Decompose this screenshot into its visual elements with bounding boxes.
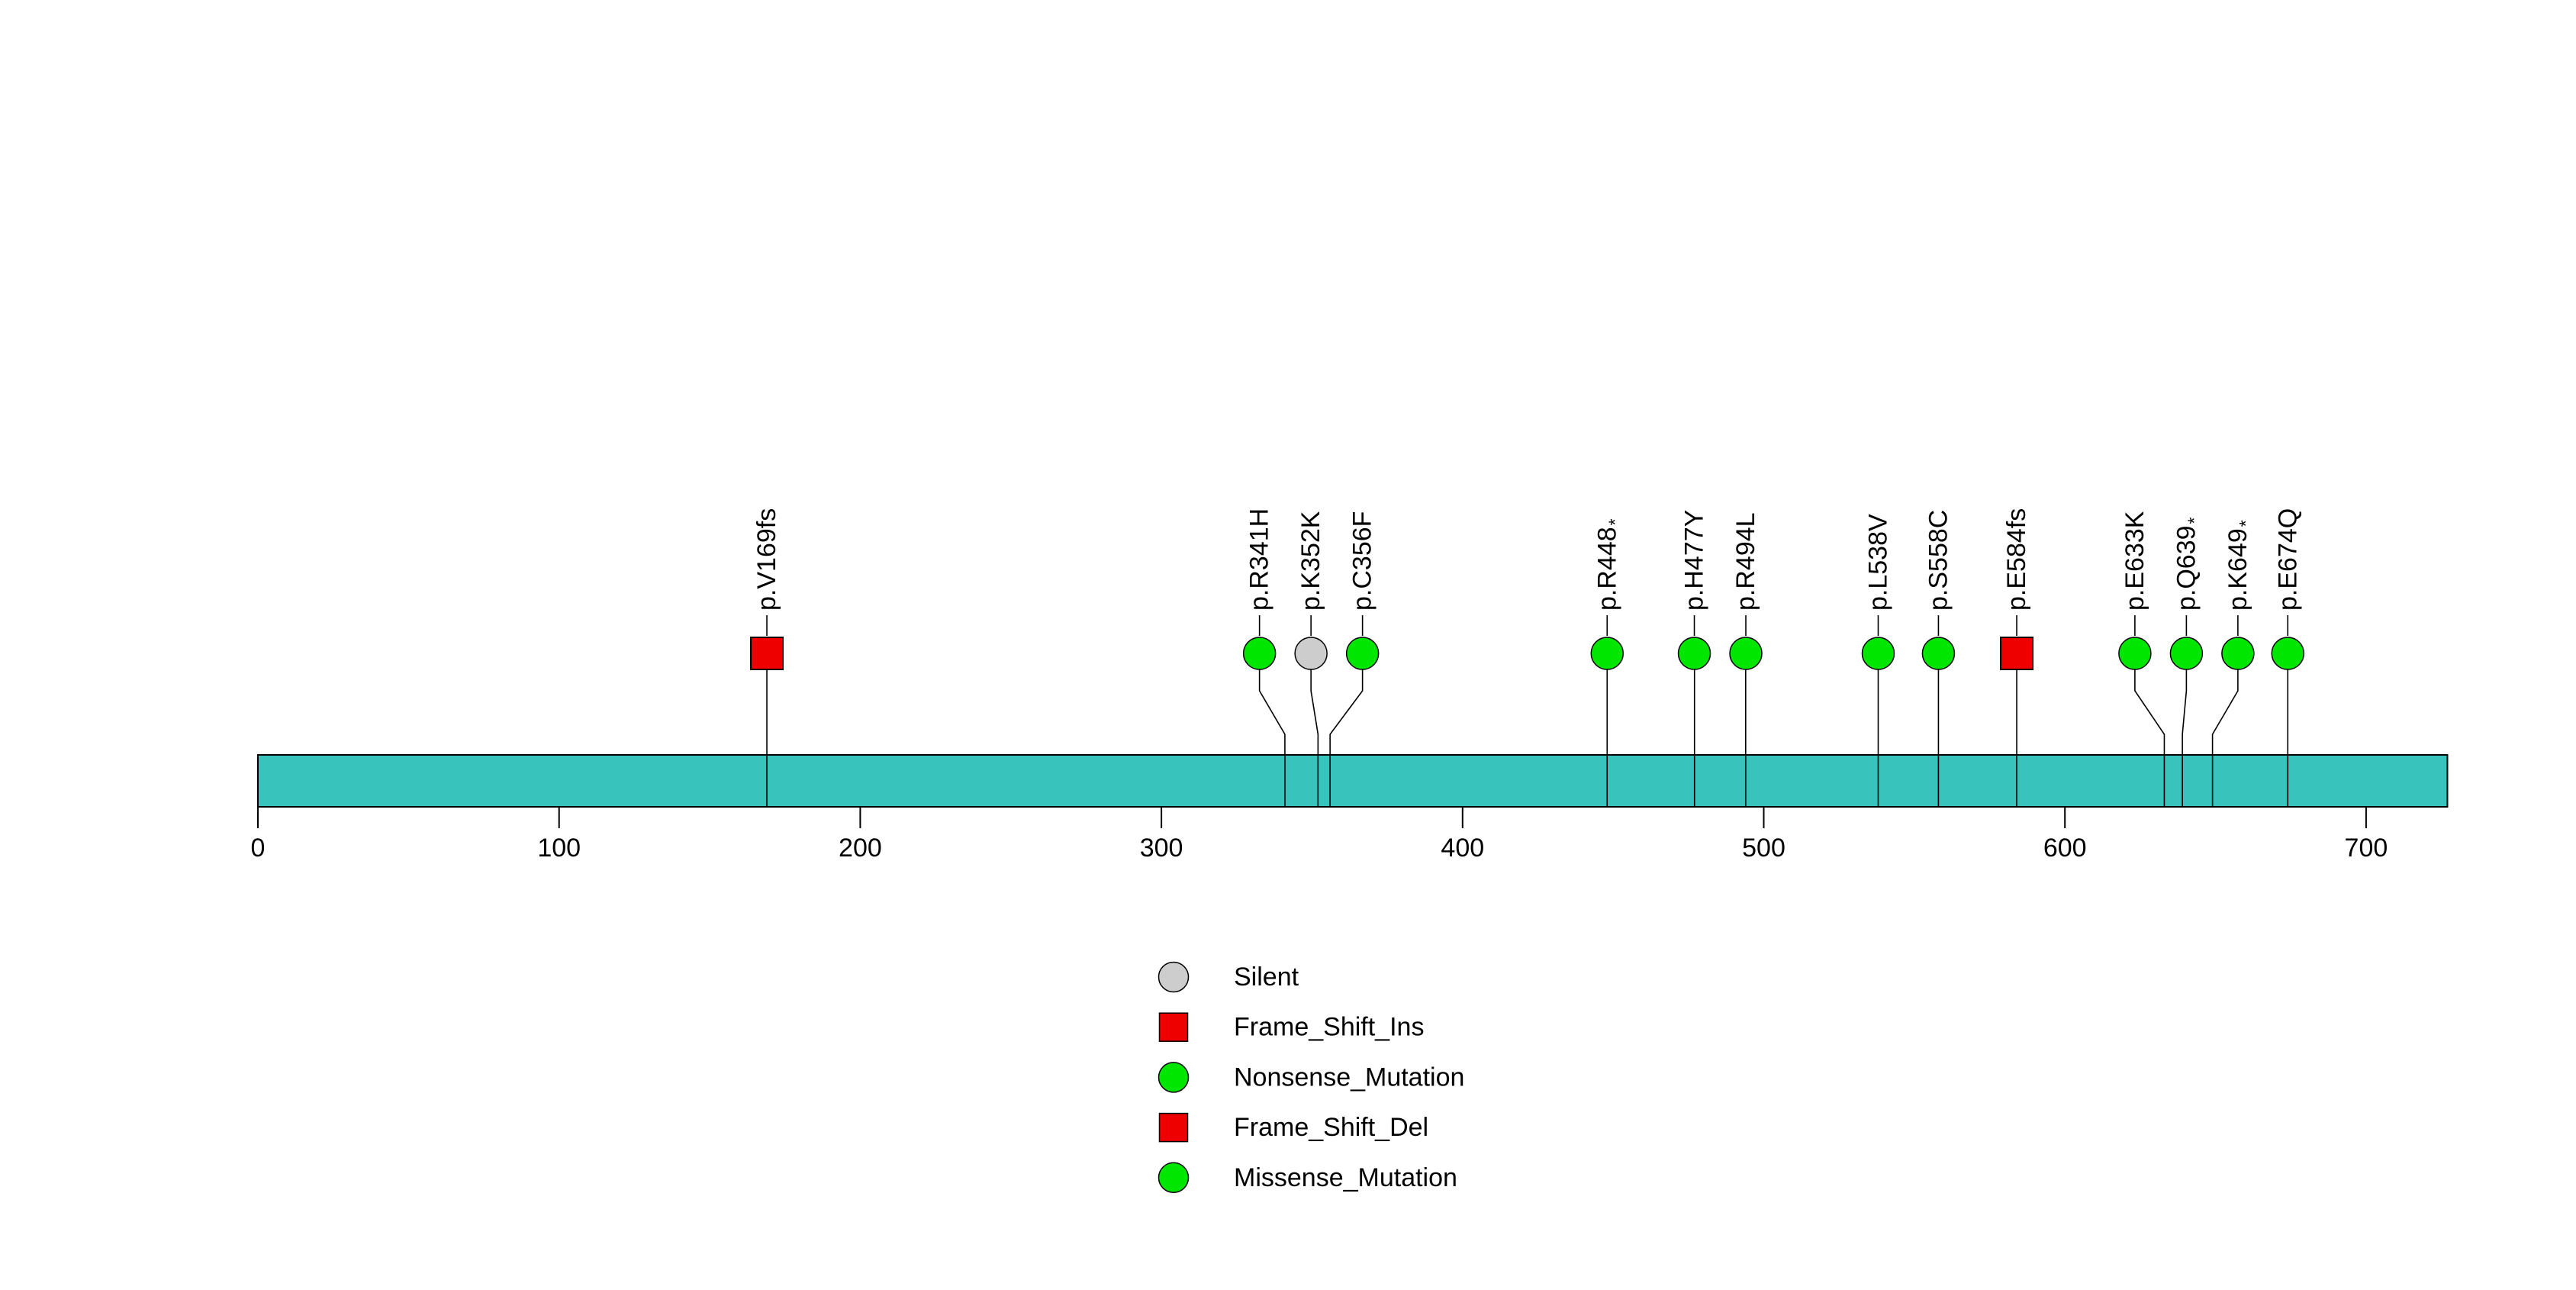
mutation-label: p.E584fs — [2002, 508, 2031, 611]
legend-item: Nonsense_Mutation — [1158, 1062, 1464, 1093]
lollipop-stem — [2134, 669, 2165, 806]
mutation-label-group: p.E674Q — [2273, 508, 2302, 611]
mutation-marker-circle — [2221, 637, 2255, 670]
mutation-label-group: p.Q639* — [2172, 517, 2204, 611]
mutation-label: p.S558C — [1924, 510, 1953, 611]
mutation-label-group: p.R448* — [1592, 518, 1624, 611]
legend-label: Missense_Mutation — [1234, 1163, 1457, 1192]
mutation-label: p.H477Y — [1680, 510, 1709, 611]
mutation-label: p.K352K — [1296, 511, 1325, 611]
mutation-marker-circle — [1590, 637, 1624, 670]
legend-swatch-circle — [1158, 1062, 1190, 1093]
mutation-label-group: p.H477Y — [1680, 510, 1709, 611]
mutation-marker-circle — [1729, 637, 1763, 670]
mutation-label: p.Q639* — [2172, 517, 2204, 611]
mutation-label-group: p.R341H — [1245, 508, 1274, 611]
x-axis-group: 0 100 200 300 400 500 600 700 — [251, 807, 2388, 863]
mutation-marker-circle — [1294, 637, 1328, 670]
axis-tick-label: 500 — [1742, 834, 1785, 863]
mutation-marker-circle — [1861, 637, 1895, 670]
lollipop-stem — [1258, 669, 1286, 806]
axis-tick-label: 700 — [2345, 834, 2388, 863]
legend-item: Missense_Mutation — [1158, 1162, 1457, 1194]
mutation-marker-circle — [2118, 637, 2152, 670]
legend-group: Silent Frame_Shift_Ins Nonsense_Mutation Fr… — [1158, 961, 1464, 1194]
mutation-marker-square — [2000, 637, 2034, 670]
mutation-label-group: p.K649* — [2223, 520, 2256, 611]
axis-tick-label: 0 — [251, 834, 266, 863]
mutation-label: p.L538V — [1863, 514, 1892, 611]
mutation-label: p.R494L — [1731, 512, 1760, 611]
mutation-marker-circle — [1345, 637, 1380, 670]
legend-swatch-square — [1158, 1012, 1189, 1042]
mutation-label-group: p.C356F — [1348, 511, 1377, 611]
mutation-label: p.V169fs — [752, 508, 781, 611]
lollipop-stem — [2182, 669, 2188, 806]
mutation-label: p.K649* — [2223, 520, 2256, 611]
legend-swatch-circle — [1158, 1162, 1190, 1194]
legend-item: Frame_Shift_Del — [1158, 1112, 1428, 1143]
protein-bar-group — [257, 754, 2449, 808]
mutation-label: p.E674Q — [2273, 508, 2302, 611]
legend-label: Silent — [1234, 963, 1299, 992]
mutation-label-group: p.K352K — [1296, 511, 1325, 611]
legend-swatch-circle — [1158, 961, 1190, 993]
mutation-label-group: p.S558C — [1924, 510, 1953, 611]
mutation-marker-circle — [1921, 637, 1956, 670]
lollipop-stem — [1310, 669, 1319, 806]
legend-label: Frame_Shift_Ins — [1234, 1013, 1424, 1042]
markers-group — [750, 637, 2305, 670]
mutation-label-group: p.E584fs — [2002, 508, 2031, 611]
lollipop-stem — [2211, 669, 2239, 806]
legend-swatch-square — [1158, 1112, 1189, 1143]
mutation-label: p.E633K — [2120, 511, 2149, 611]
mutation-label-group: p.E633K — [2120, 511, 2149, 611]
mutation-marker-square — [750, 637, 784, 670]
lollipop-stem — [1329, 669, 1364, 806]
mutation-label-group: p.L538V — [1863, 514, 1892, 611]
axis-tick-label: 200 — [839, 834, 882, 863]
mutation-marker-circle — [1242, 637, 1277, 670]
axis-tick-label: 100 — [537, 834, 581, 863]
mutation-label-group: p.R494L — [1731, 512, 1760, 611]
mutation-marker-circle — [2169, 637, 2204, 670]
mutation-label: p.C356F — [1348, 511, 1377, 611]
axis-tick-label: 300 — [1140, 834, 1183, 863]
mutation-label-group: p.V169fs — [752, 508, 781, 611]
legend-item: Silent — [1158, 961, 1299, 993]
axis-tick-label: 600 — [2043, 834, 2087, 863]
mutation-marker-circle — [1677, 637, 1711, 670]
stems-group — [766, 615, 2289, 806]
mutation-label: p.R341H — [1245, 508, 1274, 611]
mutation-label: p.R448* — [1592, 518, 1624, 611]
legend-label: Nonsense_Mutation — [1234, 1063, 1464, 1092]
axis-tick-label: 400 — [1441, 834, 1484, 863]
legend-item: Frame_Shift_Ins — [1158, 1012, 1424, 1042]
mutation-marker-circle — [2271, 637, 2305, 670]
legend-label: Frame_Shift_Del — [1234, 1113, 1428, 1142]
labels-group: p.V169fs p.R341H p.K352K p.C356F p.R448* p.H4… — [752, 508, 2302, 611]
protein-bar — [257, 754, 2449, 808]
